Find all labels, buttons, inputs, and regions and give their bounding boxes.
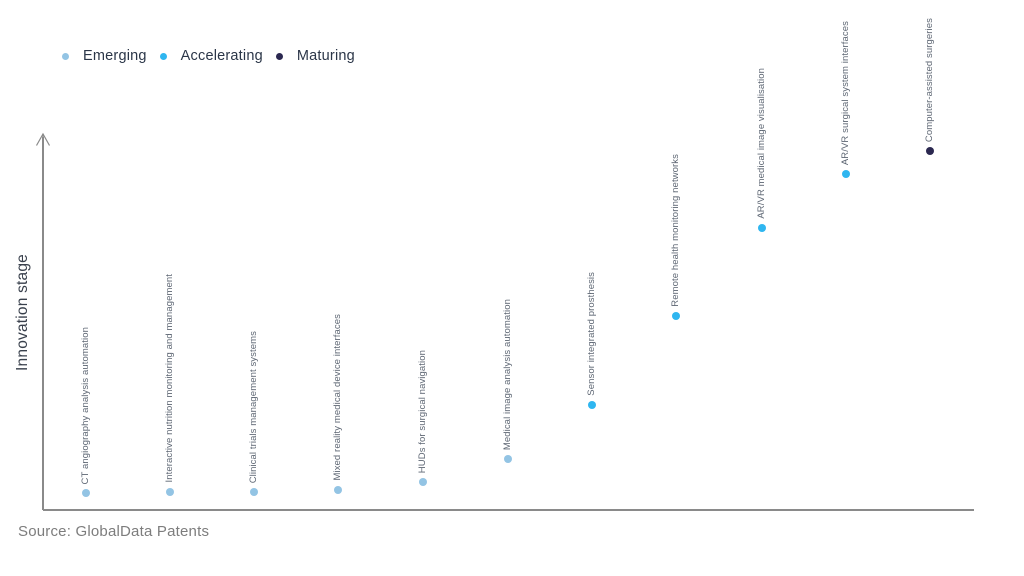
legend-label: Emerging xyxy=(83,48,147,64)
y-axis-title: Innovation stage xyxy=(14,254,31,371)
data-point-dot xyxy=(842,170,850,178)
data-point-label: AR/VR surgical system interfaces xyxy=(840,20,851,165)
data-point-dot xyxy=(419,478,427,486)
legend-label: Accelerating xyxy=(180,48,263,64)
legend-dot-icon xyxy=(159,52,167,60)
data-point-label: Computer-assisted surgeries xyxy=(924,17,935,142)
data-point-dot xyxy=(82,489,90,497)
data-point-dot xyxy=(250,488,258,496)
legend-dot-icon xyxy=(62,52,69,60)
data-point-label: Medical image analysis automation xyxy=(502,298,513,450)
data-point-dot xyxy=(758,224,766,232)
legend-entry-maturing: Maturing xyxy=(275,48,355,64)
data-point-dot xyxy=(588,401,596,409)
data-point-label: CT angiography analysis automation xyxy=(80,326,91,484)
data-point-dot xyxy=(926,147,934,155)
source-note: Source: GlobalData Patents xyxy=(18,523,210,540)
data-point-label: HUDs for surgical navigation xyxy=(417,349,428,473)
legend-entry-accelerating: Accelerating xyxy=(159,48,263,64)
data-point-label: Interactive nutrition monitoring and man… xyxy=(164,274,175,483)
legend-dot-icon xyxy=(275,52,283,60)
data-point-label: Mixed reality medical device interfaces xyxy=(332,314,343,481)
data-point-dot xyxy=(504,455,512,463)
data-point-dot xyxy=(334,486,342,494)
data-point-label: AR/VR medical image visualisation xyxy=(756,68,767,219)
legend-label: Maturing xyxy=(296,48,355,64)
data-point-label: Clinical trials management systems xyxy=(248,330,259,483)
data-point-label: Sensor integrated prosthesis xyxy=(586,272,597,396)
data-point-label: Remote health monitoring networks xyxy=(670,154,681,307)
y-axis-line xyxy=(42,137,44,510)
x-axis-line xyxy=(43,509,974,511)
data-point-dot xyxy=(672,312,680,320)
data-point-dot xyxy=(166,488,174,496)
legend-entry-emerging: Emerging xyxy=(62,48,147,64)
legend: Emerging Accelerating Maturing xyxy=(62,48,355,64)
